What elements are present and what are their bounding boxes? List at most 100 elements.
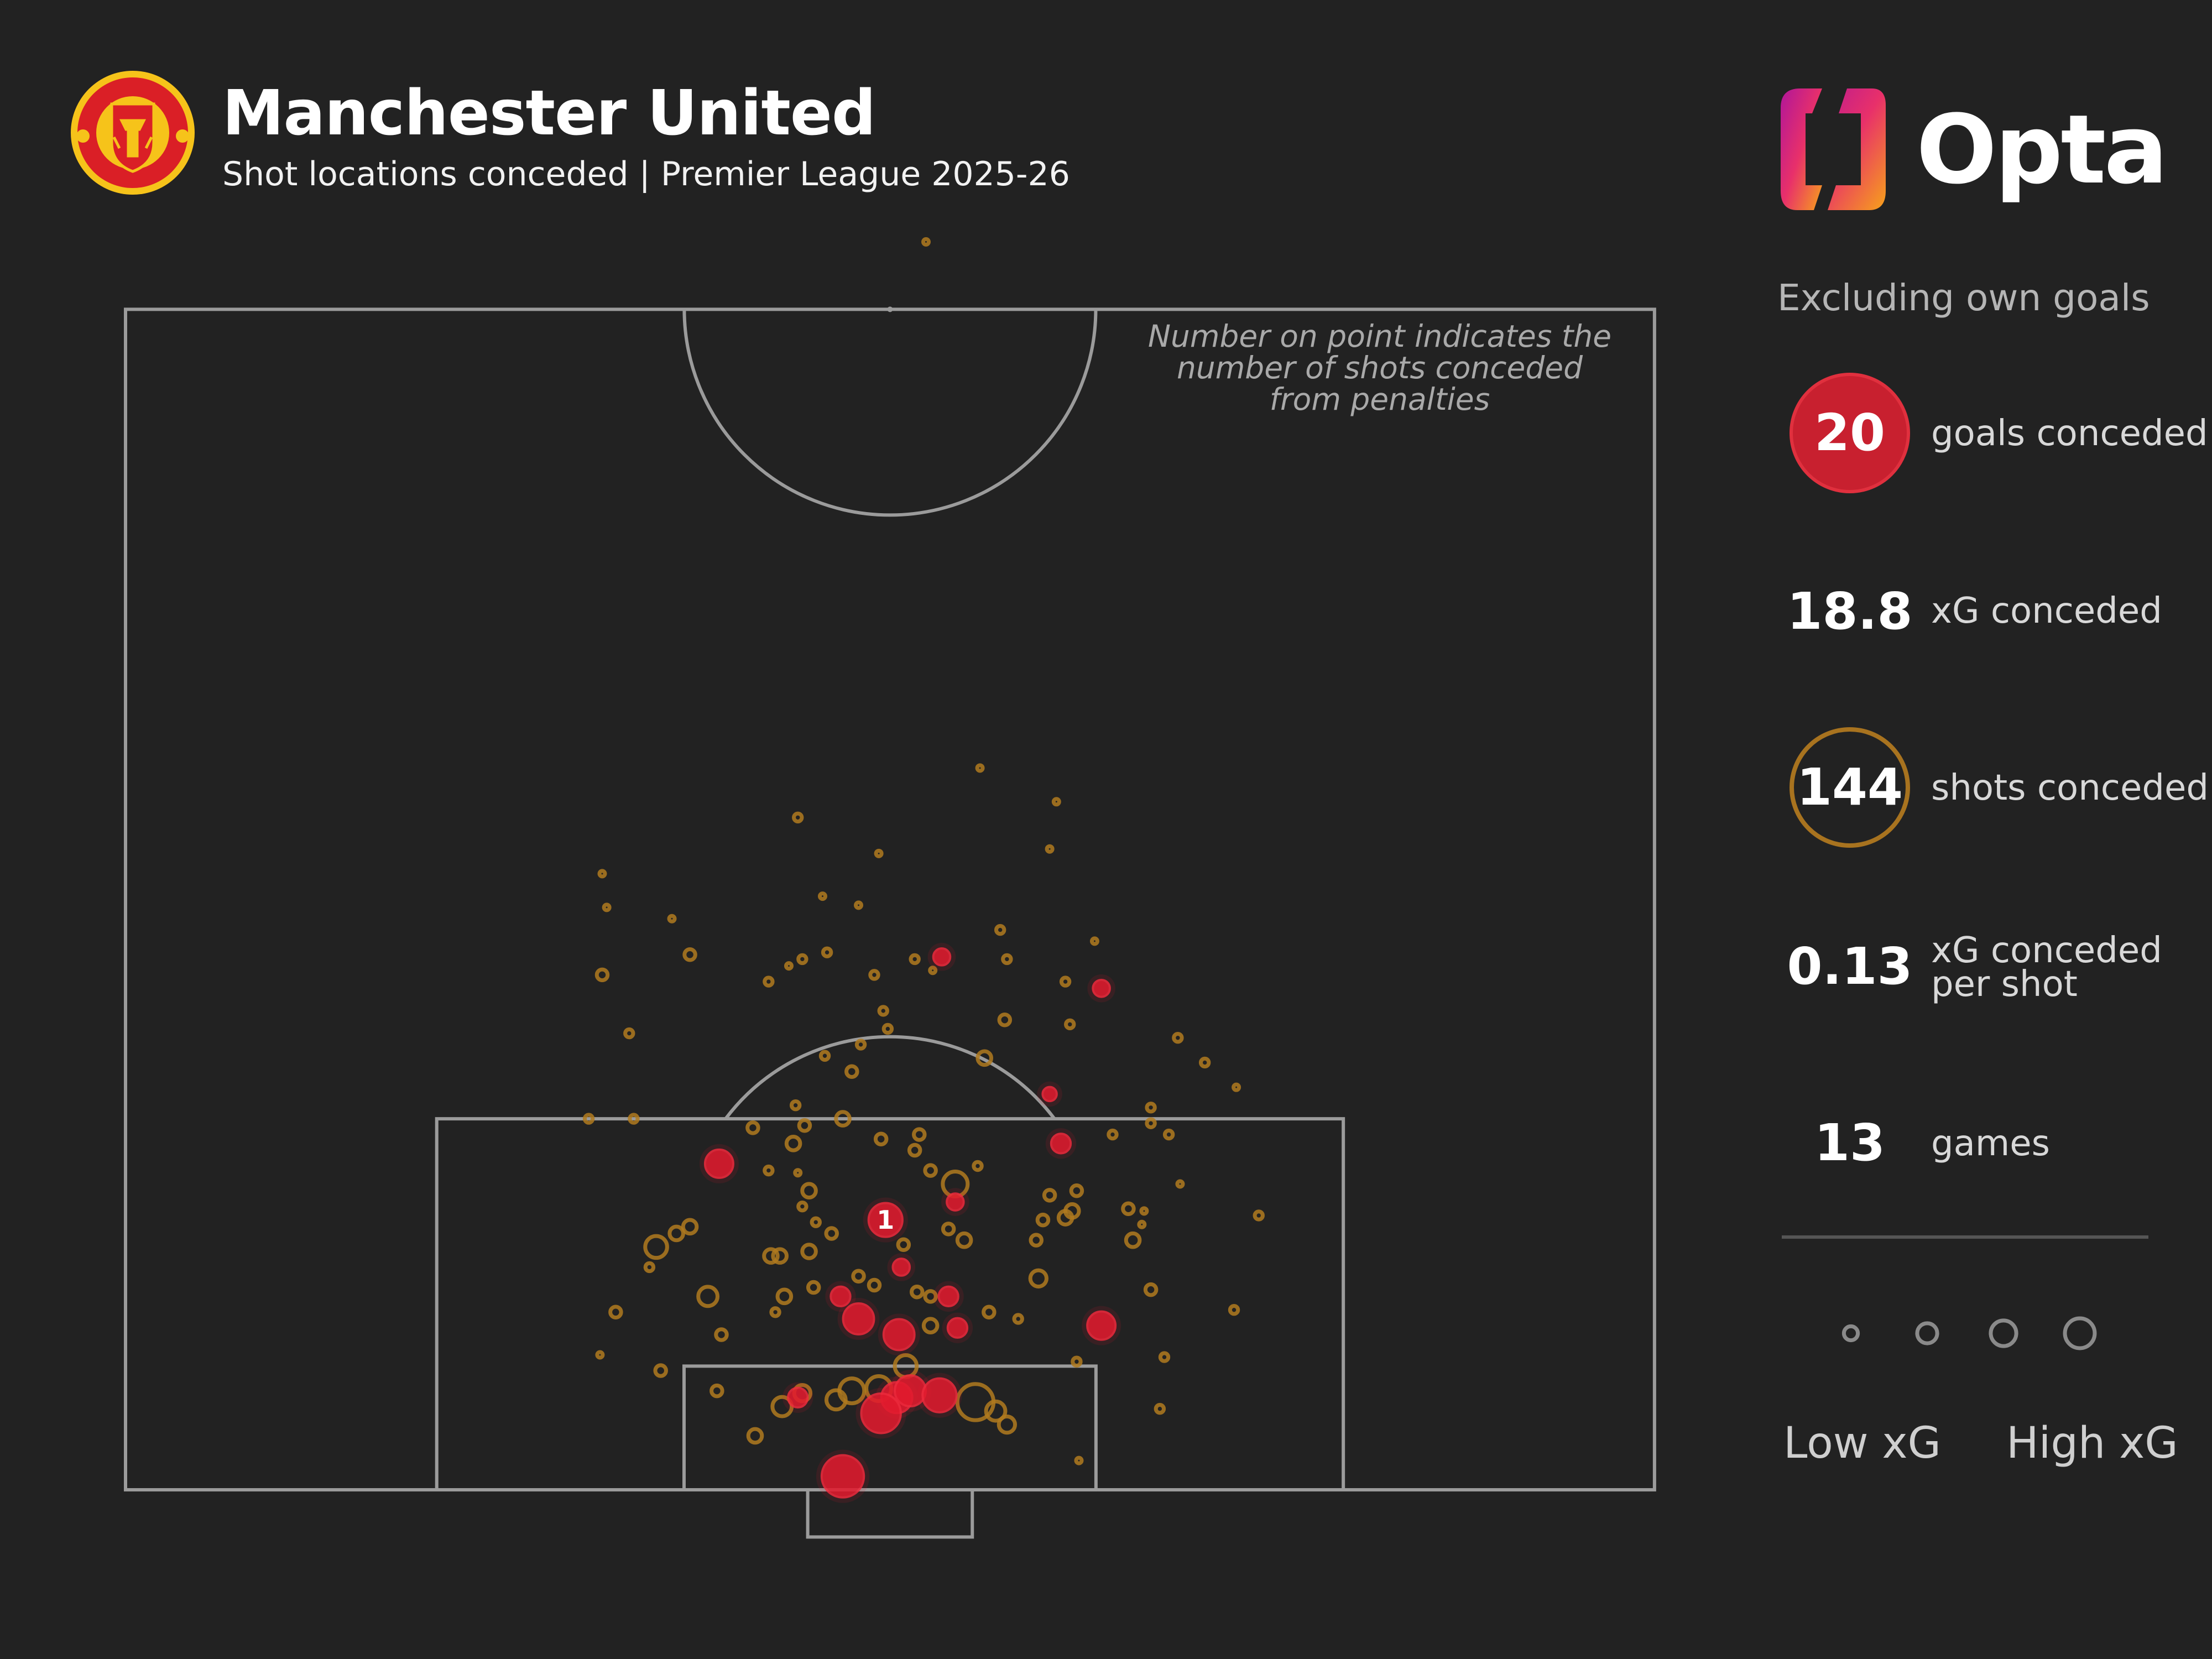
shot-point bbox=[955, 1231, 973, 1249]
shot-point bbox=[628, 1113, 640, 1125]
xg-conceded-value: 18.8 bbox=[1787, 582, 1913, 641]
pitch-lines bbox=[124, 306, 1656, 1539]
shot-point bbox=[975, 1049, 994, 1067]
goals-conceded-value: 20 bbox=[1814, 403, 1886, 462]
shot-point bbox=[1198, 1056, 1211, 1069]
shot-point bbox=[594, 967, 610, 983]
shot-point bbox=[1069, 1183, 1084, 1198]
shot-point bbox=[941, 1222, 956, 1237]
goal-shot-point bbox=[1041, 1086, 1058, 1103]
penalty-count-label: 1 bbox=[877, 1205, 894, 1235]
games-value: 13 bbox=[1814, 1113, 1886, 1172]
xg-conceded-label: xG conceded bbox=[1931, 591, 2162, 632]
shot-point bbox=[784, 961, 794, 971]
shot-point bbox=[681, 1218, 699, 1236]
shot-point bbox=[602, 902, 612, 912]
goal-shot-point bbox=[937, 1285, 959, 1307]
centre-spot bbox=[887, 306, 893, 312]
shot-point bbox=[909, 1284, 925, 1300]
note-line: from penalties bbox=[1269, 382, 1490, 417]
page-title: Manchester United bbox=[222, 77, 876, 149]
shot-point bbox=[1059, 975, 1072, 988]
shot-point bbox=[928, 966, 938, 975]
shot-point bbox=[997, 1012, 1013, 1027]
shot-point bbox=[793, 1168, 803, 1178]
goal-shot-point bbox=[830, 1285, 852, 1307]
shot-point bbox=[874, 848, 884, 858]
shot-point bbox=[1001, 953, 1013, 966]
shot-point bbox=[909, 953, 921, 966]
shot-point bbox=[1035, 1212, 1051, 1228]
shot-point bbox=[682, 947, 697, 962]
shot-point bbox=[623, 1027, 635, 1040]
goal-shot-point bbox=[787, 1386, 809, 1408]
shot-point bbox=[1124, 1231, 1142, 1249]
shot-point bbox=[923, 1163, 938, 1178]
shot-point bbox=[851, 1269, 866, 1284]
shot-point bbox=[653, 1363, 668, 1378]
shot-point bbox=[1064, 1018, 1076, 1031]
goal-shot-point bbox=[860, 1392, 902, 1434]
panel-divider bbox=[1782, 1235, 2148, 1239]
shot-point bbox=[912, 1127, 927, 1142]
goal-shot-point bbox=[921, 1377, 958, 1413]
goals-conceded-label: goals conceded bbox=[1931, 413, 2208, 454]
shot-point bbox=[1045, 844, 1055, 854]
goal-shot-point bbox=[867, 1202, 904, 1238]
shot-point bbox=[1158, 1351, 1171, 1363]
shot-point bbox=[1139, 1206, 1149, 1216]
shot-point bbox=[796, 953, 808, 966]
goal-shot-point bbox=[1086, 1310, 1117, 1341]
legend-size-circle bbox=[1989, 1318, 2018, 1348]
excluding-own-goals-label: Excluding own goals bbox=[1777, 276, 2150, 319]
shot-point bbox=[1121, 1201, 1136, 1216]
shots-conceded-label: shots conceded bbox=[1931, 768, 2209, 808]
shot-point bbox=[1107, 1128, 1119, 1141]
page-subtitle: Shot locations conceded | Premier League… bbox=[222, 155, 1070, 194]
shot-point bbox=[597, 869, 607, 879]
shot-point bbox=[800, 1243, 818, 1260]
pitch-outline bbox=[124, 307, 1656, 1491]
legend-low-xg-label: Low xG bbox=[1783, 1418, 1941, 1468]
legend-size-circle bbox=[1915, 1321, 1939, 1345]
shot-point bbox=[994, 924, 1006, 936]
shot-point bbox=[792, 811, 804, 823]
shot-point bbox=[784, 1135, 802, 1152]
shot-point bbox=[896, 1237, 911, 1253]
shot-point bbox=[1253, 1209, 1265, 1222]
shot-point bbox=[762, 1247, 780, 1265]
legend-high-xg-label: High xG bbox=[2006, 1418, 2178, 1468]
xg-per-shot-value: 0.13 bbox=[1787, 937, 1913, 996]
shot-point bbox=[824, 1226, 839, 1241]
centre-circle bbox=[682, 309, 1098, 517]
shot-point bbox=[1232, 1082, 1241, 1092]
shot-point bbox=[800, 1182, 818, 1200]
shot-point bbox=[1089, 936, 1099, 946]
shot-point bbox=[746, 1427, 764, 1445]
shot-point bbox=[709, 1383, 724, 1399]
shot-point bbox=[824, 1388, 848, 1412]
goal-shot-point bbox=[1050, 1133, 1072, 1155]
shot-point bbox=[714, 1327, 729, 1342]
shot-markers: 1 bbox=[582, 237, 1265, 1503]
shot-point bbox=[789, 1099, 802, 1112]
legend-size-circle bbox=[2063, 1316, 2097, 1350]
shot-point bbox=[1029, 1233, 1044, 1248]
goal bbox=[806, 1488, 974, 1539]
shot-point bbox=[881, 1022, 894, 1035]
shot-point bbox=[844, 1064, 859, 1079]
shot-point bbox=[907, 1142, 922, 1158]
games-label: games bbox=[1931, 1123, 2050, 1164]
shot-point bbox=[1162, 1128, 1175, 1141]
shot-point bbox=[769, 1306, 781, 1318]
shot-point bbox=[834, 1110, 852, 1128]
shot-point bbox=[818, 1050, 831, 1062]
goals-circle bbox=[1790, 373, 1910, 493]
shot-point bbox=[1154, 1402, 1166, 1415]
manchester-united-crest-logo bbox=[71, 71, 195, 195]
goal-shot-point bbox=[820, 1454, 865, 1499]
shot-point bbox=[921, 1317, 940, 1334]
shot-point bbox=[972, 1160, 984, 1172]
shot-point bbox=[1145, 1117, 1157, 1129]
